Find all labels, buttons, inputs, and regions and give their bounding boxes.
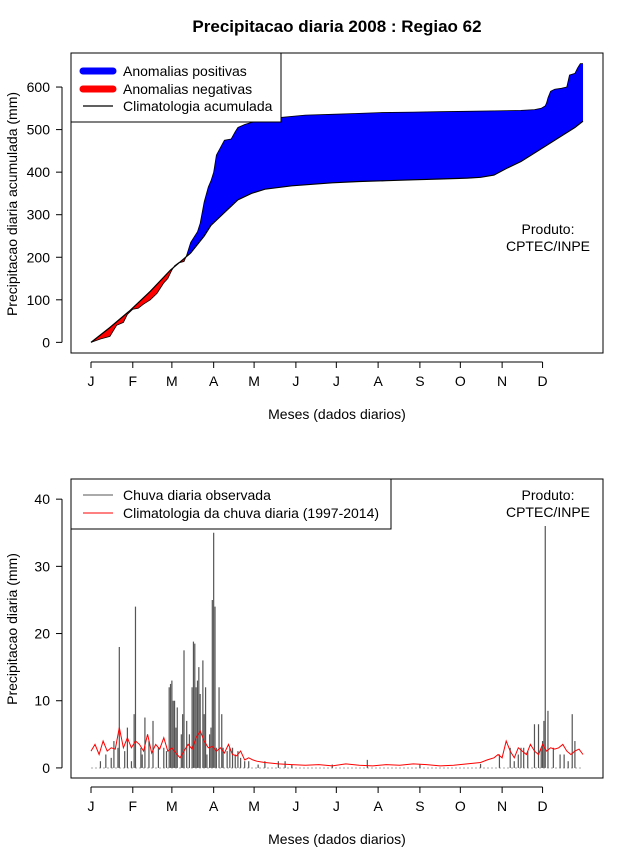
top-y-tick-label: 600 [27, 79, 51, 95]
observed-cumulative-line [90, 63, 583, 343]
legend-label-observed: Chuva diaria observada [123, 487, 271, 503]
bottom-x-tick-label: J [88, 798, 95, 814]
legend-label-negative: Anomalias negativas [123, 81, 252, 97]
top-plot-frame [70, 52, 604, 354]
daily-climatology-line [90, 727, 584, 767]
top-y-axis-label: Precipitacao diaria acumulada (mm) [4, 92, 20, 316]
top-x-tick-label: S [415, 373, 424, 389]
daily-chart: 0 10 20 30 40 J F M A M J J A S O N D Precipitacao diar… [4, 478, 604, 847]
top-x-tick-label: J [333, 373, 340, 389]
bottom-y-tick-label: 30 [34, 558, 50, 574]
bottom-product-label-line1: Produto: [522, 487, 575, 503]
negative-anomaly-area [91, 267, 174, 343]
top-x-axis-label: Meses (dados diarios) [268, 406, 406, 422]
legend-label-daily-climatology: Climatologia da chuva diaria (1997-2014) [123, 505, 379, 521]
top-y-tick-label: 300 [27, 207, 51, 223]
top-y-tick-label: 200 [27, 249, 51, 265]
bottom-x-tick-label: N [497, 798, 507, 814]
top-x-tick-label: A [209, 373, 219, 389]
bottom-x-tick-label: O [455, 798, 466, 814]
top-x-tick-label: N [497, 373, 507, 389]
bottom-x-axis-label: Meses (dados diarios) [268, 831, 406, 847]
top-y-tick-label: 100 [27, 292, 51, 308]
top-x-tick-label: J [88, 373, 95, 389]
top-x-tick-label: M [166, 373, 178, 389]
top-y-tick-label: 500 [27, 122, 51, 138]
top-y-axis: 0 100 200 300 400 500 600 [27, 79, 63, 350]
cumulative-lines-group [90, 63, 584, 343]
bottom-x-tick-label: A [373, 798, 383, 814]
bottom-y-tick-label: 0 [42, 760, 50, 776]
legend-label-positive: Anomalias positivas [123, 63, 247, 79]
bottom-x-tick-label: M [248, 798, 260, 814]
daily-climatology-group [90, 727, 584, 767]
bottom-x-tick-label: J [333, 798, 340, 814]
bottom-y-axis-label: Precipitacao diaria (mm) [4, 553, 20, 705]
top-x-tick-label: M [248, 373, 260, 389]
climatology-cumulative-line [90, 120, 584, 343]
positive-anomaly-area [185, 63, 583, 259]
top-product-label-line2: CPTEC/INPE [506, 238, 590, 254]
bottom-legend-box [70, 478, 392, 530]
top-x-tick-label: O [455, 373, 466, 389]
bottom-product-label-line2: CPTEC/INPE [506, 504, 590, 520]
cumulative-chart: 0 100 200 300 400 500 600 J F M A M J J A S O N D Precipi… [4, 52, 604, 422]
top-y-tick-label: 400 [27, 164, 51, 180]
chart-title: Precipitacao diaria 2008 : Regiao 62 [192, 17, 481, 36]
bottom-y-tick-label: 20 [34, 626, 50, 642]
bottom-legend: Chuva diaria observada Climatologia da c… [70, 478, 392, 530]
bottom-y-axis: 0 10 20 30 40 [34, 491, 63, 776]
top-y-tick-label: 0 [42, 334, 50, 350]
bottom-x-tick-label: D [537, 798, 547, 814]
top-legend: Anomalias positivas Anomalias negativas … [70, 52, 282, 123]
bottom-x-tick-label: J [292, 798, 299, 814]
bottom-x-tick-label: S [415, 798, 424, 814]
bottom-x-tick-label: M [166, 798, 178, 814]
legend-label-climatology: Climatologia acumulada [123, 98, 273, 114]
top-x-tick-label: A [373, 373, 383, 389]
bottom-x-tick-label: A [209, 798, 219, 814]
daily-bars-group [99, 526, 576, 768]
bottom-x-tick-label: F [129, 798, 138, 814]
top-product-label-line1: Produto: [522, 221, 575, 237]
top-x-tick-label: F [129, 373, 138, 389]
top-x-tick-label: D [537, 373, 547, 389]
top-x-tick-label: J [292, 373, 299, 389]
bottom-y-tick-label: 10 [34, 693, 50, 709]
bottom-y-tick-label: 40 [34, 491, 50, 507]
